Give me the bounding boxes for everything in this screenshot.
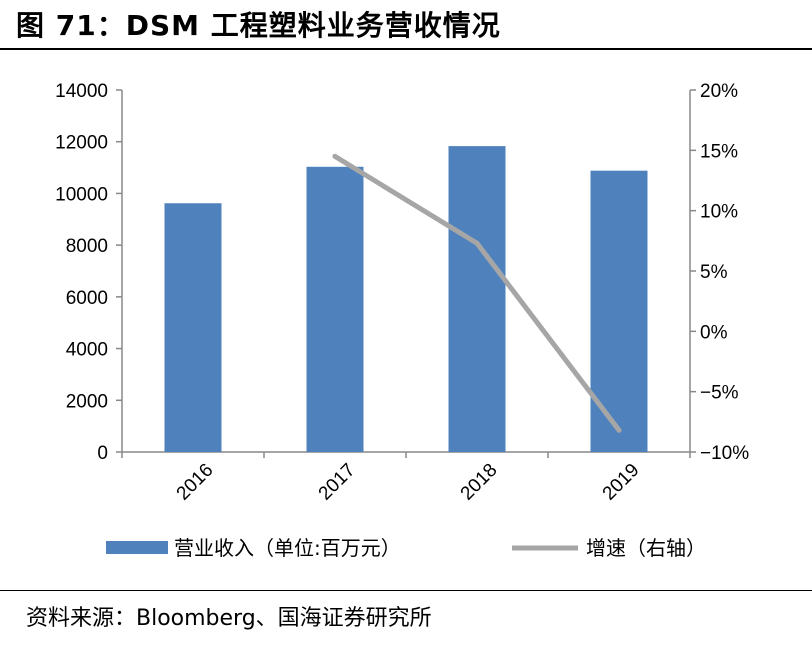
left-axis-tick-label: 4000 (66, 340, 108, 361)
left-axis-tick-label: 2000 (66, 391, 108, 412)
left-axis-tick-label: 8000 (66, 236, 108, 257)
right-axis-tick-label: 0% (700, 322, 728, 343)
x-axis-tick-label: 2016 (173, 460, 218, 505)
revenue-bar (590, 170, 648, 452)
left-axis-tick-label: 14000 (55, 81, 108, 102)
right-axis-tick-label: 20% (700, 81, 738, 102)
bar-series (164, 146, 648, 453)
x-axis-tick-label: 2017 (315, 460, 360, 505)
chart: 0 2000 4000 6000 8000 10000 12000 14000 −10% −5% 0… (55, 81, 749, 560)
line-series (332, 153, 622, 433)
growth-point (616, 427, 622, 433)
revenue-bar (448, 146, 506, 453)
left-axis-tick-label: 12000 (55, 133, 108, 154)
left-axis-tick-label: 10000 (55, 184, 108, 205)
x-axis-tick-label: 2018 (457, 460, 502, 505)
left-axis-tick-label: 6000 (66, 288, 108, 309)
x-axis-tick-label: 2019 (599, 460, 644, 505)
source-note: 资料来源：Bloomberg、国海证券研究所 (26, 606, 432, 631)
right-axis-tick-label: −10% (700, 443, 749, 464)
right-axis-tick-label: 10% (700, 202, 738, 223)
legend-swatch-bar (106, 541, 168, 554)
legend-label-growth: 增速（右轴） (586, 536, 706, 560)
right-axis-tick-label: −5% (700, 383, 739, 404)
left-axis-tick-label: 0 (97, 443, 108, 464)
growth-point (474, 240, 480, 246)
title-rule (0, 48, 812, 50)
right-axis-tick-label: 15% (700, 141, 738, 162)
right-axis-tick-label: 5% (700, 262, 728, 283)
legend-label-revenue: 营业收入（单位:百万元） (174, 536, 401, 560)
revenue-bar (164, 203, 222, 452)
revenue-bar (306, 166, 364, 452)
figure-title: 图 71：DSM 工程塑料业务营收情况 (16, 9, 501, 42)
legend: 营业收入（单位:百万元） 增速（右轴） (106, 536, 706, 560)
growth-point (332, 153, 338, 159)
source-rule (0, 590, 812, 591)
